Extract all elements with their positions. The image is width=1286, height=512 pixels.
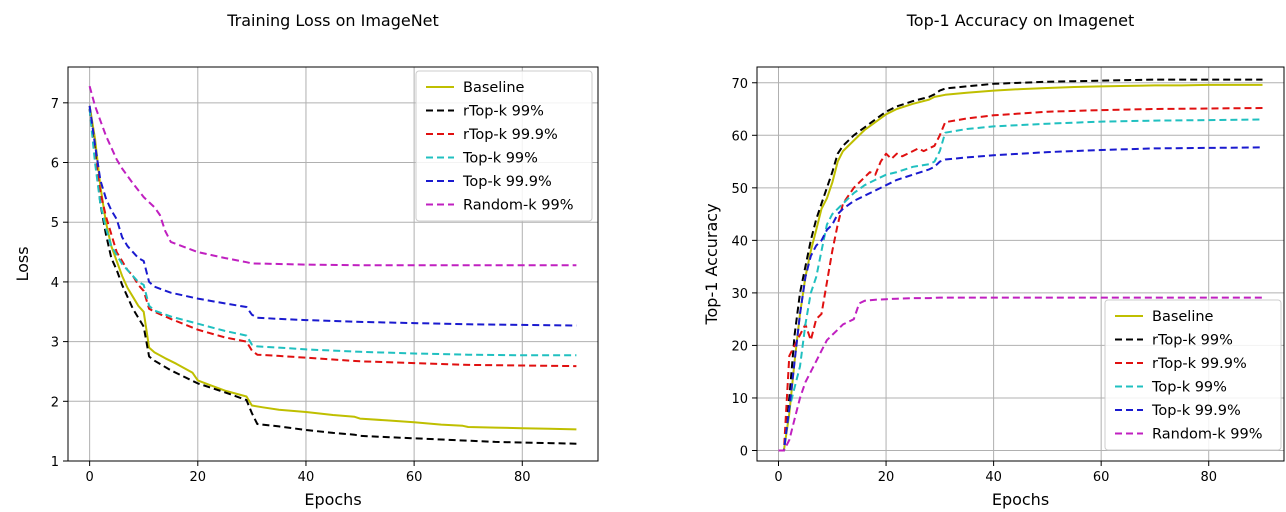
y-tick-label: 10 <box>731 392 748 407</box>
series-line-top-k-99-9 <box>88 105 577 327</box>
x-tick-label: 40 <box>985 470 1002 485</box>
chart-title: Training Loss on ImageNet <box>226 11 439 30</box>
x-tick-label: 80 <box>1200 470 1217 485</box>
legend-label-rtop-k-99-9: rTop-k 99.9% <box>463 127 558 143</box>
legend-label-baseline: Baseline <box>1152 309 1214 325</box>
series-line-top-k-99 <box>778 118 1263 452</box>
series-line-rtop-k-99 <box>88 108 577 445</box>
y-tick-label: 4 <box>51 276 59 291</box>
chart-title: Top-1 Accuracy on Imagenet <box>906 11 1135 30</box>
y-tick-label: 30 <box>731 287 748 302</box>
x-tick-label: 20 <box>190 470 207 485</box>
chart-2: Top-1 Accuracy on Imagenet 0 20 40 60 80 0 10 20… <box>702 11 1285 509</box>
series-line-baseline <box>88 105 577 431</box>
series-line-top-k-99 <box>88 108 577 357</box>
y-tick-label: 2 <box>51 395 59 410</box>
legend-label-top-k-99: Top-k 99% <box>462 151 538 167</box>
legend-label-top-k-99-9: Top-k 99.9% <box>1151 403 1241 419</box>
legend-label-random-k-99: Random-k 99% <box>463 198 574 214</box>
legend-box <box>415 70 593 222</box>
x-axis-label: Epochs <box>992 490 1049 509</box>
y-axis-label: Top-1 Accuracy <box>702 203 721 325</box>
plot-frame <box>756 66 1285 462</box>
series-line-rtop-k-99-9 <box>778 107 1263 452</box>
x-tick-label: 80 <box>514 470 531 485</box>
series-line-baseline <box>778 83 1263 452</box>
y-tick-label: 40 <box>731 234 748 249</box>
legend-label-baseline: Baseline <box>463 80 525 96</box>
y-tick-label: 70 <box>731 77 748 92</box>
x-tick-label: 60 <box>406 470 423 485</box>
x-tick-label: 20 <box>878 470 895 485</box>
legend-label-top-k-99-9: Top-k 99.9% <box>462 174 552 190</box>
y-tick-label: 60 <box>731 129 748 144</box>
legend-label-rtop-k-99: rTop-k 99% <box>463 104 544 120</box>
x-tick-label: 60 <box>1093 470 1110 485</box>
legend-label-top-k-99: Top-k 99% <box>1151 380 1227 396</box>
x-tick-label: 0 <box>774 470 782 485</box>
series-line-random-k-99 <box>88 85 577 267</box>
y-tick-label: 5 <box>51 216 59 231</box>
legend: Baseline rTop-k 99% rTop-k 99.9% Top-k 99% T… <box>1104 299 1282 451</box>
x-tick-label: 0 <box>85 470 93 485</box>
y-tick-label: 0 <box>740 444 748 459</box>
series-line-top-k-99-9 <box>778 146 1263 452</box>
plot-frame <box>67 66 599 462</box>
y-tick-label: 3 <box>51 336 59 351</box>
x-axis-label: Epochs <box>304 490 361 509</box>
legend-box <box>1104 299 1282 451</box>
y-tick-label: 20 <box>731 339 748 354</box>
legend: Baseline rTop-k 99% rTop-k 99.9% Top-k 99% T… <box>415 70 593 222</box>
y-axis-label: Loss <box>13 246 32 281</box>
y-tick-label: 50 <box>731 182 748 197</box>
legend-label-random-k-99: Random-k 99% <box>1152 427 1263 443</box>
y-tick-label: 6 <box>51 157 59 172</box>
y-tick-label: 1 <box>51 455 59 470</box>
chart-1: Training Loss on ImageNet 0 20 40 60 80 1 2 3 4 5 6… <box>13 11 599 509</box>
legend-label-rtop-k-99-9: rTop-k 99.9% <box>1152 356 1247 372</box>
legend-label-rtop-k-99: rTop-k 99% <box>1152 333 1233 349</box>
series-line-random-k-99 <box>778 296 1263 452</box>
x-tick-label: 40 <box>298 470 315 485</box>
y-tick-label: 7 <box>51 97 59 112</box>
